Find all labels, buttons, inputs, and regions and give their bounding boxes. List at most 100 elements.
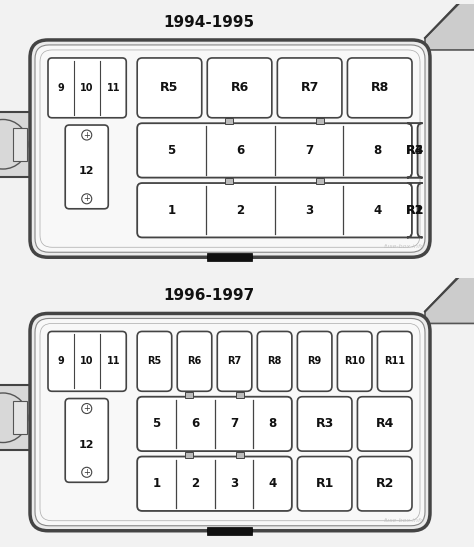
FancyBboxPatch shape — [257, 331, 292, 391]
Text: R7: R7 — [228, 356, 242, 366]
Circle shape — [82, 194, 92, 204]
Text: 1: 1 — [153, 477, 161, 490]
Text: 4: 4 — [268, 477, 277, 490]
FancyBboxPatch shape — [65, 399, 108, 482]
Text: 6: 6 — [236, 144, 245, 157]
Bar — [0, 385, 35, 450]
Circle shape — [0, 393, 28, 443]
Text: R2: R2 — [406, 203, 424, 217]
Text: 9: 9 — [58, 356, 64, 366]
FancyBboxPatch shape — [30, 40, 430, 257]
FancyBboxPatch shape — [137, 183, 412, 237]
FancyBboxPatch shape — [297, 331, 332, 391]
Text: 10: 10 — [81, 356, 94, 366]
Text: R10: R10 — [344, 356, 365, 366]
FancyBboxPatch shape — [337, 331, 372, 391]
Text: 5: 5 — [167, 144, 176, 157]
Circle shape — [82, 404, 92, 414]
Text: 10: 10 — [81, 83, 94, 93]
FancyBboxPatch shape — [35, 45, 425, 252]
FancyBboxPatch shape — [347, 58, 412, 118]
Text: 2: 2 — [191, 477, 199, 490]
Bar — [13, 401, 27, 434]
Text: 9: 9 — [58, 83, 64, 93]
Circle shape — [82, 467, 92, 478]
Text: 11: 11 — [107, 83, 120, 93]
Text: +: + — [83, 468, 90, 477]
Text: 1: 1 — [167, 203, 175, 217]
Polygon shape — [425, 248, 474, 323]
Text: R4: R4 — [375, 417, 394, 430]
Bar — [316, 118, 324, 124]
Text: 8: 8 — [374, 144, 382, 157]
Text: R5: R5 — [160, 82, 179, 95]
Text: 6: 6 — [191, 417, 199, 430]
FancyBboxPatch shape — [48, 331, 126, 391]
Circle shape — [0, 119, 28, 169]
FancyBboxPatch shape — [177, 331, 212, 391]
Text: 11: 11 — [107, 356, 120, 366]
Text: R4: R4 — [406, 144, 424, 157]
Text: 7: 7 — [305, 144, 313, 157]
FancyBboxPatch shape — [65, 125, 108, 209]
Bar — [185, 392, 193, 398]
Text: 2: 2 — [236, 203, 244, 217]
FancyBboxPatch shape — [30, 313, 430, 531]
FancyBboxPatch shape — [40, 50, 420, 247]
Text: R5: R5 — [147, 356, 162, 366]
Text: 1994-1995: 1994-1995 — [163, 15, 254, 30]
FancyBboxPatch shape — [217, 331, 252, 391]
Text: +: + — [83, 404, 90, 413]
FancyBboxPatch shape — [35, 318, 425, 526]
Text: 3: 3 — [230, 477, 238, 490]
FancyBboxPatch shape — [137, 123, 412, 178]
FancyBboxPatch shape — [297, 397, 352, 451]
Bar — [225, 178, 233, 184]
Bar — [0, 112, 35, 177]
Text: +: + — [83, 131, 90, 139]
Circle shape — [82, 130, 92, 140]
FancyBboxPatch shape — [137, 58, 202, 118]
FancyBboxPatch shape — [407, 183, 422, 237]
FancyBboxPatch shape — [207, 58, 272, 118]
FancyBboxPatch shape — [137, 331, 172, 391]
Text: 4: 4 — [374, 203, 382, 217]
Text: 12: 12 — [79, 440, 94, 450]
Bar — [316, 178, 324, 184]
Text: fuse-box.info: fuse-box.info — [384, 518, 425, 523]
Text: R8: R8 — [267, 356, 282, 366]
Bar — [225, 118, 233, 124]
Text: 1996-1997: 1996-1997 — [163, 288, 254, 304]
FancyBboxPatch shape — [407, 123, 422, 178]
Bar — [237, 392, 244, 398]
FancyBboxPatch shape — [277, 58, 342, 118]
Text: R1: R1 — [316, 477, 334, 490]
Text: fuse-box.info: fuse-box.info — [384, 245, 425, 249]
FancyBboxPatch shape — [297, 457, 352, 511]
FancyBboxPatch shape — [137, 457, 292, 511]
FancyBboxPatch shape — [377, 331, 412, 391]
Text: R6: R6 — [187, 356, 201, 366]
Text: R3: R3 — [406, 144, 424, 157]
Bar — [13, 128, 27, 161]
Bar — [185, 451, 193, 457]
Text: R8: R8 — [371, 82, 389, 95]
Text: R6: R6 — [230, 82, 249, 95]
Text: R11: R11 — [384, 356, 405, 366]
Bar — [237, 451, 244, 457]
FancyBboxPatch shape — [137, 397, 292, 451]
Bar — [208, 527, 253, 535]
Bar — [208, 253, 253, 261]
Text: 12: 12 — [79, 166, 94, 176]
Text: 3: 3 — [305, 203, 313, 217]
FancyBboxPatch shape — [407, 123, 422, 178]
FancyBboxPatch shape — [40, 323, 420, 521]
Text: 8: 8 — [268, 417, 277, 430]
FancyBboxPatch shape — [48, 58, 126, 118]
Text: 5: 5 — [152, 417, 161, 430]
FancyBboxPatch shape — [357, 397, 412, 451]
Text: R2: R2 — [375, 477, 394, 490]
Text: +: + — [83, 194, 90, 203]
FancyBboxPatch shape — [407, 183, 422, 237]
Text: R3: R3 — [316, 417, 334, 430]
